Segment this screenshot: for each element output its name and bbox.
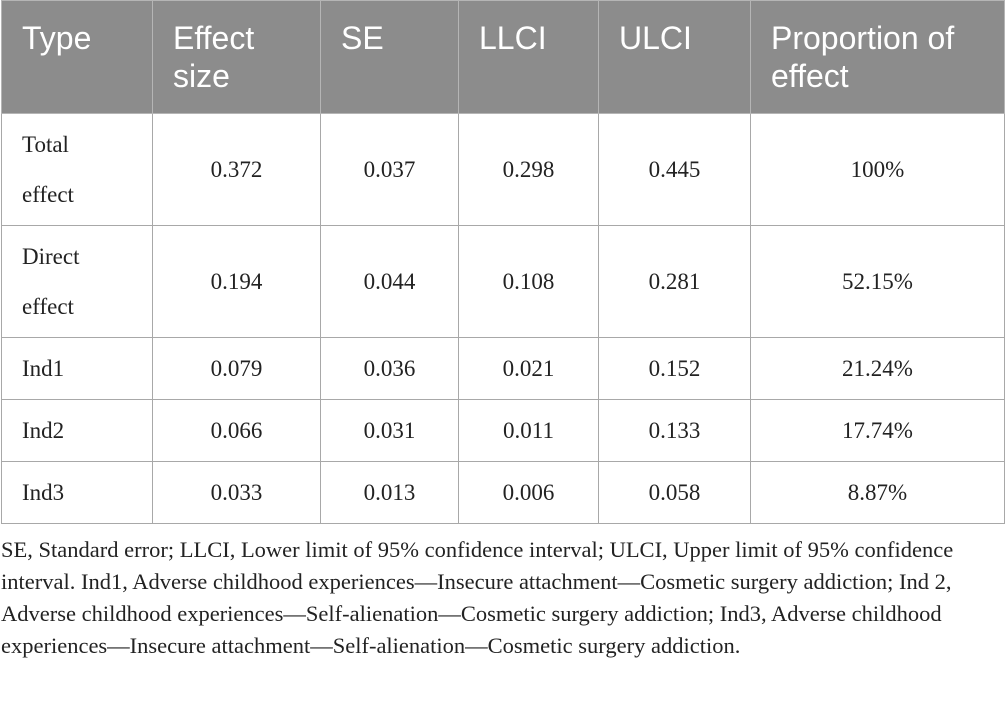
table-cell: 0.133 xyxy=(598,399,751,462)
table-cell: 0.281 xyxy=(598,225,751,338)
table-cell: 0.298 xyxy=(458,113,599,226)
table-cell: 0.152 xyxy=(598,337,751,400)
row-label: Ind1 xyxy=(1,337,153,400)
table-cell: 0.044 xyxy=(320,225,459,338)
table-row: Ind3 0.033 0.013 0.006 0.058 8.87% xyxy=(1,461,1005,524)
column-header: Effect size xyxy=(152,0,321,114)
column-header: ULCI xyxy=(598,0,751,114)
table-cell: 0.066 xyxy=(152,399,321,462)
table-cell: 0.372 xyxy=(152,113,321,226)
column-header: LLCI xyxy=(458,0,599,114)
table-cell: 0.006 xyxy=(458,461,599,524)
row-label: Ind3 xyxy=(1,461,153,524)
table-cell: 52.15% xyxy=(750,225,1005,338)
table-cell: 0.058 xyxy=(598,461,751,524)
column-header: Proportion of effect xyxy=(750,0,1005,114)
table-cell: 0.021 xyxy=(458,337,599,400)
footnote: SE, Standard error; LLCI, Lower limit of… xyxy=(1,537,954,658)
table-row: Direct effect 0.194 0.044 0.108 0.281 52.15% xyxy=(1,225,1005,338)
table-cell: 17.74% xyxy=(750,399,1005,462)
row-label: Total effect xyxy=(1,113,153,226)
column-header: SE xyxy=(320,0,459,114)
table-cell: 0.108 xyxy=(458,225,599,338)
table-cell: 0.031 xyxy=(320,399,459,462)
row-label: Direct effect xyxy=(1,225,153,338)
table-row: Ind1 0.079 0.036 0.021 0.152 21.24% xyxy=(1,337,1005,400)
header-row: Type Effect size SE LLCI ULCI Proportion of e… xyxy=(1,0,1005,114)
table-cell: 0.013 xyxy=(320,461,459,524)
results-table: Type Effect size SE LLCI ULCI Proportion of e… xyxy=(1,0,1005,524)
table-row: Total effect 0.372 0.037 0.298 0.445 100% xyxy=(1,113,1005,226)
table-cell: 0.033 xyxy=(152,461,321,524)
table-cell: 8.87% xyxy=(750,461,1005,524)
table-cell: 0.011 xyxy=(458,399,599,462)
table-body: Total effect 0.372 0.037 0.298 0.445 100% Dire… xyxy=(1,113,1005,524)
table-cell: 0.445 xyxy=(598,113,751,226)
row-label: Ind2 xyxy=(1,399,153,462)
table-cell: 0.037 xyxy=(320,113,459,226)
column-header: Type xyxy=(1,0,153,114)
table-cell: 0.036 xyxy=(320,337,459,400)
table-cell: 21.24% xyxy=(750,337,1005,400)
table-row: Ind2 0.066 0.031 0.011 0.133 17.74% xyxy=(1,399,1005,462)
table-cell: 100% xyxy=(750,113,1005,226)
table-cell: 0.079 xyxy=(152,337,321,400)
table-cell: 0.194 xyxy=(152,225,321,338)
